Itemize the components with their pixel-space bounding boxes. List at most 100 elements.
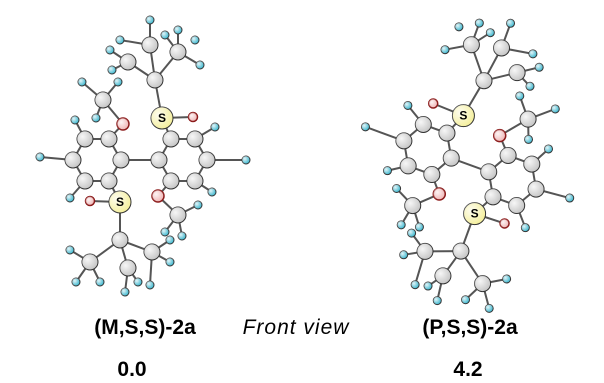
highlight [170,44,186,60]
highlight [525,135,533,143]
highlight [142,37,158,53]
highlight [96,278,104,286]
highlight [441,46,449,54]
highlight [475,276,491,292]
molecule: SS [36,16,250,296]
highlight [92,114,100,122]
highlight [65,152,81,168]
highlight [486,29,494,37]
highlight [453,243,469,259]
highlight [208,188,216,196]
energy: 0.0 [117,358,146,381]
highlight [485,304,493,312]
highlight [507,19,515,27]
highlight [494,40,510,56]
molecule: SS [361,19,573,312]
highlight [113,152,129,168]
highlight [415,116,431,132]
highlight [101,173,117,189]
highlight [199,152,215,168]
highlight [95,92,111,108]
highlight [66,246,74,254]
highlight [411,281,419,289]
highlight [396,133,412,149]
highlight [166,258,174,266]
highlight [151,152,167,168]
atom-label: S [158,111,166,125]
highlight [509,198,525,214]
highlight [529,50,537,58]
highlight [66,194,74,202]
highlight [147,72,163,88]
highlight [429,99,438,108]
highlight [535,63,543,71]
highlight [116,36,124,44]
highlight [551,105,559,113]
highlight [405,198,421,214]
atom-label: S [471,207,479,221]
highlight [170,207,186,223]
highlight [439,125,455,141]
highlight [509,65,525,81]
structure-label: (P,S,S)-2a [422,316,518,339]
highlight [77,173,93,189]
atom-label: S [459,109,467,123]
highlight [500,219,509,228]
highlight [187,131,203,147]
highlight [393,185,401,193]
highlight [71,116,79,124]
highlight [361,123,369,131]
energy: 4.2 [453,358,482,381]
atom-label: S [116,195,124,209]
highlight [114,78,122,86]
highlight [397,221,405,229]
highlight [106,46,114,54]
highlight [404,101,412,109]
highlight [526,82,534,90]
highlight [112,232,128,248]
highlight [108,66,116,74]
highlight [161,31,169,39]
highlight [144,244,160,260]
highlight [528,181,544,197]
highlight [163,131,179,147]
highlight [86,197,95,206]
highlight [134,278,142,286]
highlight [120,260,136,276]
highlight [433,188,445,200]
highlight [485,189,501,205]
highlight [443,150,459,166]
highlight [383,167,391,175]
highlight [521,224,529,232]
highlight [82,254,98,270]
highlight [117,118,129,130]
highlight [545,145,553,153]
highlight [463,37,479,53]
highlight [476,73,492,89]
highlight [152,190,164,202]
highlight [424,282,432,290]
highlight [189,113,198,122]
figure: SSSS (M,S,S)-2a 0.0 Front view (P,S,S)-2… [0,0,604,383]
highlight [166,236,174,244]
highlight [503,275,511,283]
highlight [121,288,129,296]
highlight [161,228,169,236]
highlight [400,251,408,259]
highlight [566,194,574,202]
highlight [146,281,154,289]
highlight [242,156,250,164]
highlight [77,131,93,147]
highlight [433,297,441,305]
highlight [211,123,219,131]
highlight [481,164,497,180]
highlight [417,243,433,259]
highlight [174,26,182,34]
highlight [101,131,117,147]
highlight [78,78,86,86]
highlight [194,201,202,209]
highlight [494,130,506,142]
highlight [524,156,540,172]
highlight [187,173,203,189]
